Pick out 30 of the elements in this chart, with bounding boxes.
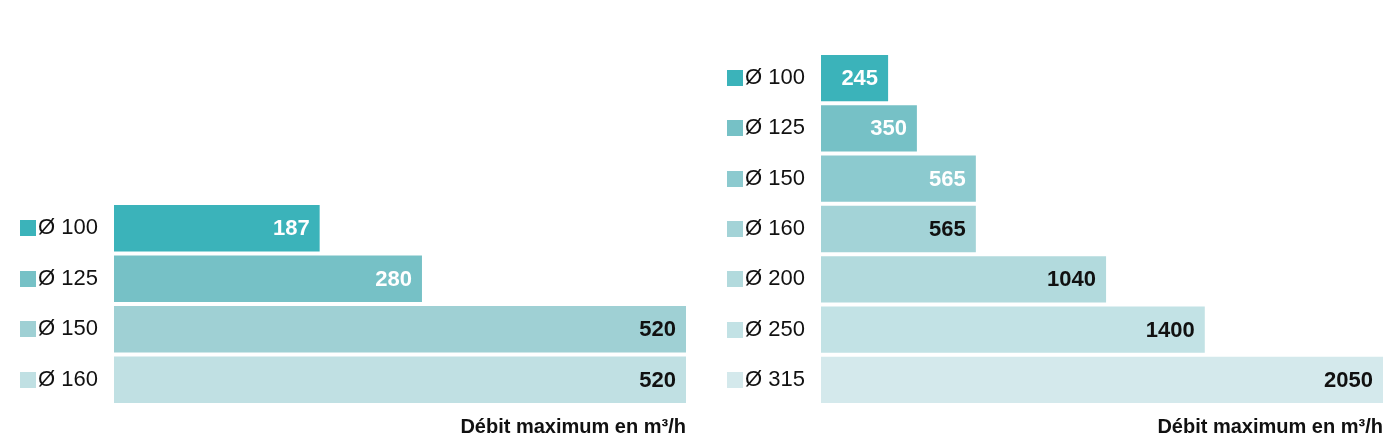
y-tick-label: Ø 250 [744, 315, 805, 341]
y-tick-label: Ø 200 [744, 265, 805, 291]
bar [820, 155, 976, 202]
data-label: 565 [929, 216, 966, 242]
bar [820, 306, 1205, 353]
y-tick-label: Ø 100 [37, 214, 98, 240]
data-label: 350 [870, 115, 907, 141]
data-label: 245 [841, 65, 879, 91]
data-label: 1400 [1145, 316, 1195, 342]
y-tick-label: Ø 160 [744, 215, 805, 241]
bar [820, 256, 1107, 303]
bar [820, 105, 917, 152]
x-axis-title: Débit maximum en m³/h [460, 414, 686, 437]
y-tick-label: Ø 150 [744, 164, 805, 190]
y-tick-label: Ø 125 [744, 114, 805, 140]
data-label: 280 [375, 265, 412, 291]
y-tick-label: Ø 100 [744, 64, 805, 90]
data-label: 520 [639, 366, 676, 392]
data-label: 1040 [1047, 266, 1097, 292]
bar [820, 356, 1383, 403]
y-tick-label: Ø 150 [37, 315, 98, 341]
data-label: 187 [272, 215, 310, 241]
data-label: 2050 [1324, 366, 1373, 392]
bar [820, 205, 976, 253]
data-label: 565 [929, 165, 966, 191]
y-tick-label: Ø 125 [37, 264, 98, 290]
y-tick-label: Ø 315 [744, 365, 805, 391]
y-tick-label: Ø 160 [37, 365, 98, 391]
data-label: 520 [639, 316, 676, 342]
x-axis-title: Débit maximum en m³/h [1157, 414, 1383, 437]
